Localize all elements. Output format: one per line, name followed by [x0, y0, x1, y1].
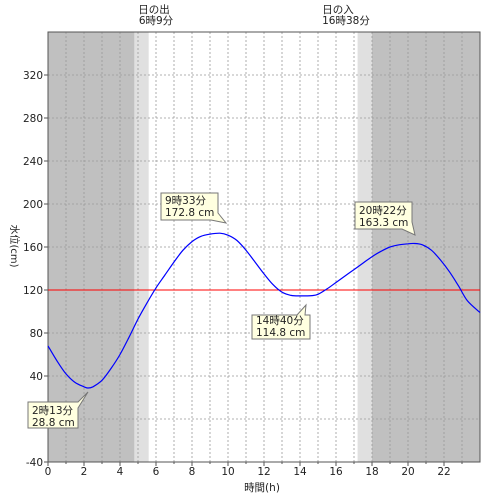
x-axis-label: 時間(h) — [244, 482, 280, 494]
y-tick-label: 320 — [23, 70, 43, 82]
y-axis-ticks: -4004080120160200240280320 — [23, 70, 48, 469]
callout-high-2-value: 163.3 cm — [359, 217, 408, 229]
callout-high-2: 20時22分 163.3 cm — [354, 201, 416, 236]
sunrise-label: 日の出 — [138, 3, 170, 16]
y-tick-label: 160 — [23, 242, 43, 254]
x-tick-label: 12 — [257, 466, 270, 478]
x-tick-label: 14 — [293, 466, 307, 478]
y-tick-label: 280 — [23, 113, 43, 125]
y-tick-label: 240 — [23, 156, 43, 168]
sunrise-time: 6時9分 — [139, 15, 174, 27]
x-tick-label: 2 — [81, 466, 88, 478]
x-tick-label: 16 — [329, 466, 343, 478]
x-axis-ticks: 0 2 4 6 8 10 12 14 16 18 20 22 — [45, 462, 463, 478]
x-tick-label: 18 — [365, 466, 378, 478]
x-tick-label: 22 — [437, 466, 450, 478]
tide-series-line — [47, 232, 481, 389]
callout-low-2-time: 14時40分 — [256, 315, 304, 327]
callout-high-1-time: 9時33分 — [165, 195, 207, 207]
y-axis-label: 水位(cm) — [8, 224, 21, 267]
x-tick-label: 20 — [401, 466, 414, 478]
callout-high-2-time: 20時22分 — [359, 205, 407, 217]
y-tick-label: 120 — [23, 285, 43, 297]
sunset-label: 日の入 — [322, 4, 354, 16]
sunset-time: 16時38分 — [322, 15, 370, 27]
y-tick-label: 80 — [30, 328, 43, 340]
callout-low-1: 2時13分 28.8 cm — [27, 391, 89, 429]
callout-high-1-value: 172.8 cm — [165, 207, 214, 219]
x-tick-label: 4 — [117, 466, 124, 478]
night-band-morning — [48, 32, 135, 462]
callout-low-1-value: 28.8 cm — [32, 417, 75, 429]
x-tick-label: 6 — [153, 466, 160, 478]
x-tick-label: 8 — [189, 466, 196, 478]
callout-low-2-value: 114.8 cm — [256, 327, 305, 339]
y-tick-label: 200 — [23, 199, 43, 211]
callout-low-1-time: 2時13分 — [32, 405, 74, 417]
x-tick-label: 10 — [221, 466, 234, 478]
x-tick-label: 0 — [45, 466, 52, 478]
callout-high-1: 9時33分 172.8 cm — [160, 192, 228, 224]
y-tick-label: 40 — [30, 371, 43, 383]
callouts: 2時13分 28.8 cm 9時33分 172.8 cm 14時40分 114.… — [27, 192, 416, 429]
callout-low-2: 14時40分 114.8 cm — [251, 303, 311, 340]
y-tick-label: -40 — [26, 457, 43, 469]
